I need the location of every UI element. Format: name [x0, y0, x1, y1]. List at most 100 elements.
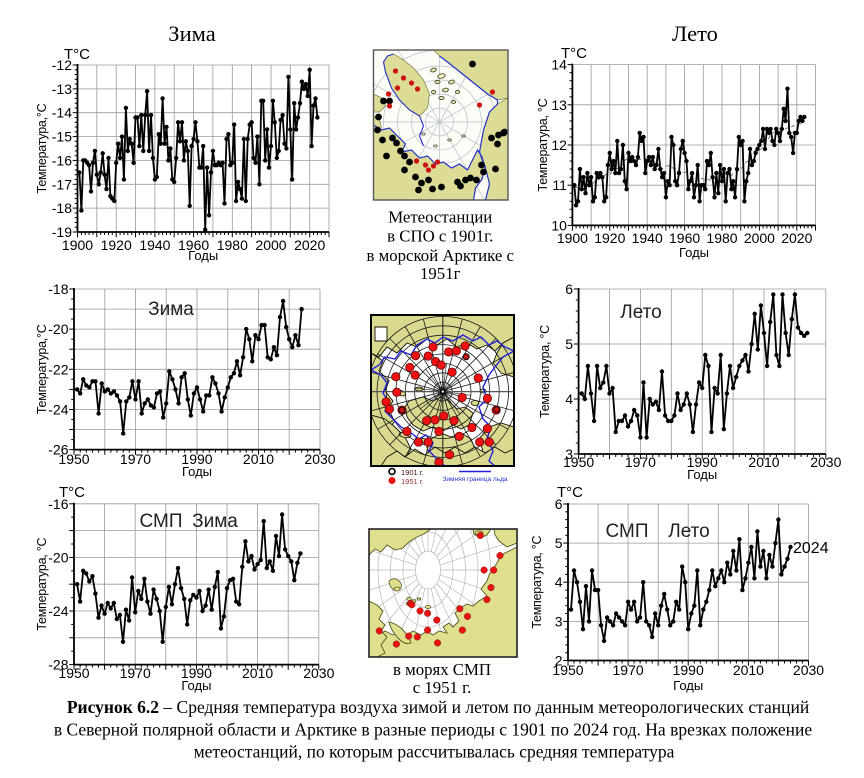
svg-text:2010: 2010	[748, 454, 779, 470]
svg-text:6: 6	[565, 281, 573, 297]
svg-text:Зима: Зима	[148, 299, 194, 320]
svg-text:Зимняя граница льда: Зимняя граница льда	[442, 476, 507, 483]
svg-text:12: 12	[551, 137, 567, 153]
svg-text:3: 3	[565, 446, 573, 462]
svg-text:в СПО с 1901г.: в СПО с 1901г.	[387, 227, 493, 246]
svg-text:1970: 1970	[120, 665, 151, 681]
svg-text:Годы: Годы	[181, 678, 211, 693]
svg-text:-20: -20	[48, 321, 68, 337]
svg-text:11: 11	[552, 177, 567, 193]
svg-text:2010: 2010	[243, 451, 274, 467]
svg-text:1990: 1990	[673, 662, 704, 678]
svg-text:1900: 1900	[557, 230, 588, 246]
svg-text:1990: 1990	[181, 665, 212, 681]
svg-text:2010: 2010	[242, 665, 273, 681]
svg-text:-28: -28	[48, 657, 68, 673]
svg-text:1960: 1960	[669, 230, 700, 246]
svg-text:2000: 2000	[744, 230, 775, 246]
svg-text:Лето: Лето	[668, 521, 709, 542]
svg-text:-19: -19	[52, 224, 72, 240]
svg-text:1990: 1990	[687, 454, 718, 470]
svg-text:с 1951 г.: с 1951 г.	[413, 678, 472, 697]
svg-text:Зима: Зима	[168, 21, 215, 46]
svg-text:Лето: Лето	[620, 302, 661, 323]
svg-text:Температура, °C: Температура, °C	[536, 98, 550, 191]
svg-text:5: 5	[555, 535, 563, 551]
svg-text:1970: 1970	[120, 451, 151, 467]
svg-text:Годы: Годы	[687, 467, 717, 482]
svg-text:-24: -24	[48, 402, 68, 418]
svg-text:-12: -12	[52, 57, 72, 73]
svg-text:2030: 2030	[304, 451, 335, 467]
svg-text:3: 3	[555, 613, 563, 629]
svg-text:Температура, °C: Температура, °C	[538, 325, 552, 418]
svg-text:T°C: T°C	[557, 484, 583, 501]
svg-text:Зима: Зима	[192, 511, 238, 532]
svg-text:1970: 1970	[613, 662, 644, 678]
svg-text:2030: 2030	[810, 454, 841, 470]
svg-text:в морской Арктике с: в морской Арктике с	[367, 246, 514, 265]
svg-text:4: 4	[565, 391, 573, 407]
svg-text:-14: -14	[52, 105, 72, 121]
svg-text:метеостанций, по которым рассч: метеостанций, по которым рассчитывалась …	[194, 742, 675, 762]
svg-text:1951 г.: 1951 г.	[401, 477, 424, 486]
svg-text:Температура,°C: Температура,°C	[35, 324, 49, 414]
svg-text:1960: 1960	[178, 237, 209, 253]
svg-text:-15: -15	[52, 129, 72, 145]
svg-text:-17: -17	[52, 176, 72, 192]
svg-text:-18: -18	[52, 200, 72, 216]
svg-text:в морях СМП: в морях СМП	[393, 660, 491, 679]
svg-text:-18: -18	[48, 281, 68, 297]
svg-text:Температура, °C: Температура, °C	[530, 536, 544, 629]
svg-text:-24: -24	[48, 603, 68, 619]
svg-text:-16: -16	[48, 496, 68, 512]
svg-text:1950: 1950	[563, 454, 594, 470]
svg-text:2030: 2030	[793, 662, 824, 678]
svg-text:Годы: Годы	[673, 678, 703, 693]
svg-text:Метеостанции: Метеостанции	[388, 208, 492, 227]
svg-text:10: 10	[551, 217, 567, 233]
svg-text:T°C: T°C	[59, 484, 85, 501]
svg-text:2: 2	[555, 653, 563, 669]
svg-text:Температура,°C: Температура,°C	[35, 103, 49, 193]
svg-text:-26: -26	[48, 442, 68, 458]
svg-text:1950: 1950	[58, 665, 89, 681]
svg-text:1940: 1940	[632, 230, 663, 246]
svg-text:Годы: Годы	[679, 245, 709, 260]
svg-text:Температура, °C: Температура, °C	[35, 538, 49, 631]
svg-text:1920: 1920	[101, 237, 132, 253]
svg-text:6: 6	[555, 496, 563, 512]
svg-text:1950: 1950	[58, 451, 89, 467]
svg-text:1951г: 1951г	[420, 264, 461, 283]
svg-text:2010: 2010	[733, 662, 764, 678]
svg-text:-13: -13	[52, 81, 72, 97]
svg-text:4: 4	[555, 574, 563, 590]
svg-text:Лето: Лето	[672, 21, 718, 46]
svg-text:1950: 1950	[552, 662, 583, 678]
svg-text:T°C: T°C	[64, 46, 90, 63]
svg-text:1901 г.: 1901 г.	[401, 468, 424, 477]
svg-text:14: 14	[551, 57, 567, 73]
svg-text:1990: 1990	[181, 451, 212, 467]
svg-text:2020: 2020	[294, 237, 325, 253]
svg-text:1970: 1970	[625, 454, 656, 470]
svg-text:Годы: Годы	[188, 248, 218, 263]
svg-text:-22: -22	[48, 361, 68, 377]
svg-text:1980: 1980	[706, 230, 737, 246]
svg-text:13: 13	[551, 97, 567, 113]
svg-text:2024: 2024	[793, 540, 829, 557]
svg-text:5: 5	[565, 336, 573, 352]
svg-text:T°C: T°C	[561, 45, 587, 62]
svg-text:1940: 1940	[139, 237, 170, 253]
svg-text:в Северной полярной области и: в Северной полярной области и Арктике в …	[54, 720, 813, 740]
svg-text:Рисунок 6.2 – Средняя температ: Рисунок 6.2 – Средняя температура воздух…	[67, 697, 809, 717]
svg-text:-16: -16	[52, 152, 72, 168]
svg-text:1920: 1920	[594, 230, 625, 246]
svg-text:2020: 2020	[781, 230, 812, 246]
svg-text:2030: 2030	[303, 665, 334, 681]
svg-text:1980: 1980	[217, 237, 248, 253]
svg-text:2000: 2000	[255, 237, 286, 253]
svg-text:СМП: СМП	[606, 521, 649, 542]
svg-text:1900: 1900	[62, 237, 93, 253]
svg-text:-20: -20	[48, 549, 68, 565]
